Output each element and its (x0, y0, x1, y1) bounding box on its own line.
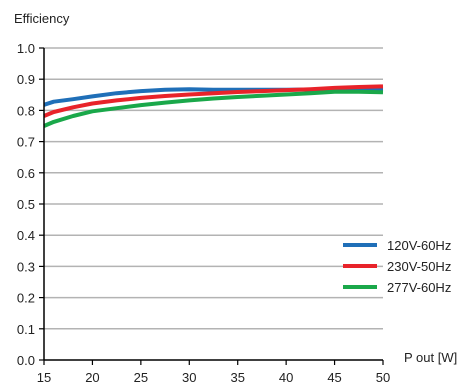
series-line (43, 89, 384, 128)
y-tick-labels: 0.0 0.1 0.2 0.3 0.4 0.5 0.6 0.7 0.8 0.9 1.0 (17, 41, 44, 368)
series-lines (43, 84, 384, 128)
series-line (43, 84, 384, 118)
y-tick-label: 0.5 (17, 197, 35, 212)
x-tick-label: 40 (279, 370, 293, 385)
y-tick-label: 0.4 (17, 228, 35, 243)
y-tick-label: 0.8 (17, 103, 35, 118)
x-tick-label: 15 (37, 370, 51, 385)
x-tick-labels: 15 20 25 30 35 40 45 50 (37, 360, 390, 385)
legend-label: 230V-50Hz (387, 259, 451, 274)
y-tick-label: 0.2 (17, 291, 35, 306)
x-tick-label: 45 (327, 370, 341, 385)
y-tick-label: 0.1 (17, 322, 35, 337)
y-tick-label: 0.6 (17, 166, 35, 181)
y-tick-label: 0.3 (17, 259, 35, 274)
y-tick-label: 0.7 (17, 135, 35, 150)
x-tick-label: 25 (134, 370, 148, 385)
x-axis-label: P out [W] (404, 350, 457, 365)
legend: 120V-60Hz 230V-50Hz 277V-60Hz (343, 238, 451, 295)
x-tick-label: 20 (85, 370, 99, 385)
y-tick-label: 1.0 (17, 41, 35, 56)
x-tick-label: 30 (182, 370, 196, 385)
x-tick-label: 35 (230, 370, 244, 385)
legend-label: 120V-60Hz (387, 238, 451, 253)
legend-label: 277V-60Hz (387, 280, 451, 295)
y-axis-label: Efficiency (14, 11, 70, 26)
x-tick-label: 50 (376, 370, 390, 385)
y-tick-label: 0.0 (17, 353, 35, 368)
y-tick-label: 0.9 (17, 72, 35, 87)
gridlines (44, 47, 383, 330)
